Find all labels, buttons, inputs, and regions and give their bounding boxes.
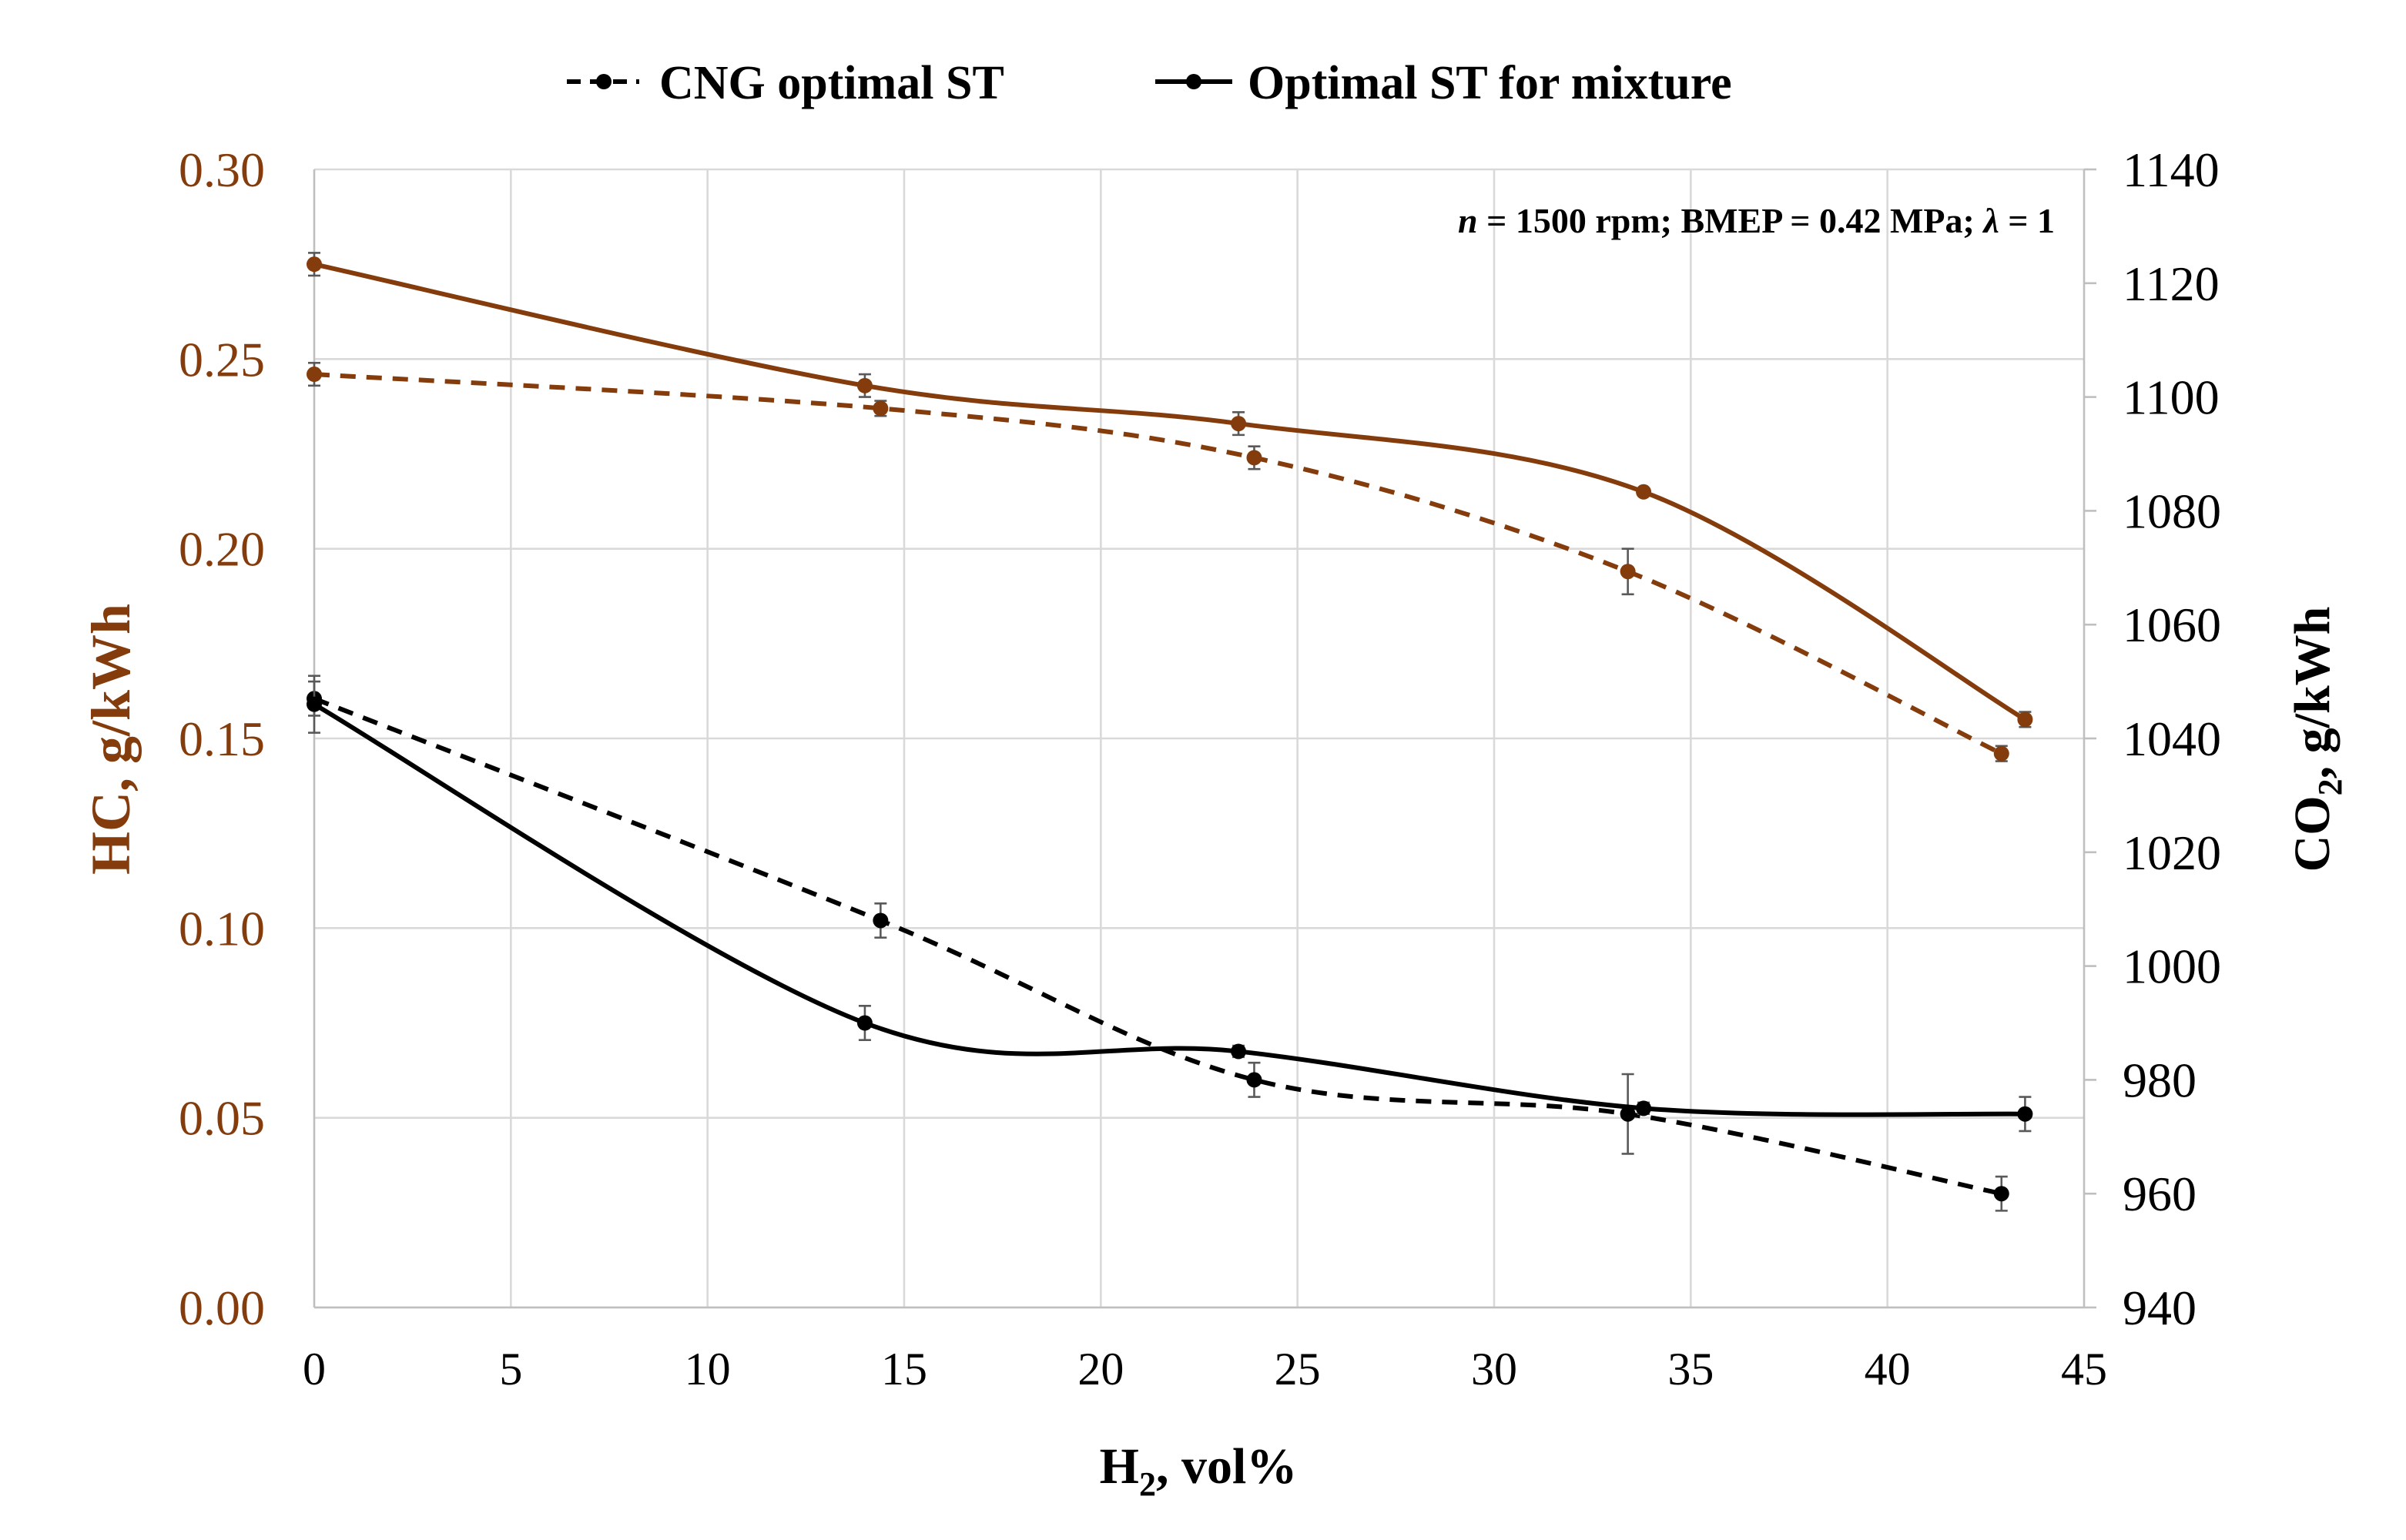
data-point: [856, 377, 873, 393]
series-co2-mixture: [307, 675, 2033, 1133]
y-right-tick-label: 1020: [2123, 825, 2221, 880]
y-right-tick-label: 1140: [2123, 142, 2220, 197]
series-line: [313, 262, 2026, 721]
y-left-tick-label: 0.05: [179, 1091, 265, 1146]
legend-marker: [596, 74, 612, 89]
y-right-tick-label: 1000: [2123, 939, 2221, 994]
data-point: [856, 1015, 873, 1031]
y-left-tick-label: 0.00: [179, 1281, 265, 1335]
y-right-tick-label: 1120: [2123, 256, 2220, 311]
y-right-tick-label: 960: [2123, 1167, 2197, 1221]
data-point: [1620, 564, 1636, 580]
series-hc-mixture: [307, 252, 2033, 728]
data-point: [1620, 1106, 1636, 1122]
data-point: [873, 912, 889, 929]
y-left-tick-label: 0.30: [179, 142, 265, 197]
legend-label: Optimal ST for mixture: [1248, 57, 1732, 109]
data-point: [873, 400, 889, 417]
data-point: [1231, 416, 1247, 432]
conditions-annotation: n = 1500 rpm; BMEP = 0.42 MPa; λ = 1: [1458, 201, 2055, 240]
y-right-tick-label: 1060: [2123, 598, 2221, 652]
x-tick-label: 15: [881, 1344, 927, 1394]
data-point: [1636, 1100, 1652, 1116]
data-point: [307, 696, 322, 712]
data-point: [1246, 1072, 1262, 1088]
series-co2-cng: [307, 680, 2009, 1212]
data-point: [1993, 745, 2009, 762]
x-tick-label: 5: [499, 1344, 522, 1394]
axes: 0 5 10 15 20 25 30 35 40 45 0.00 0.05 0.10 0.15 0.20 0.…: [179, 142, 2221, 1394]
data-point: [307, 256, 322, 273]
series-group: [307, 252, 2033, 1212]
y-left-tick-label: 0.20: [179, 522, 265, 577]
data-point: [307, 367, 322, 383]
y-left-tick-label: 0.10: [179, 901, 265, 956]
y-right-tick-label: 1040: [2123, 711, 2221, 766]
y-left-tick-label: 0.15: [179, 711, 265, 766]
y-right-tick-label: 1100: [2123, 370, 2220, 425]
legend-marker: [1186, 74, 1201, 89]
data-point: [1246, 450, 1262, 466]
grid: [314, 168, 2084, 1309]
legend-item-mixture: Optimal ST for mixture: [1155, 57, 1732, 109]
x-tick-label: 25: [1275, 1344, 1321, 1394]
data-point: [1993, 1186, 2009, 1202]
y-right-tick-label: 980: [2123, 1053, 2197, 1107]
x-tick-label: 30: [1471, 1344, 1517, 1394]
y-axis-right-label: CO2, g/kWh: [2284, 607, 2349, 872]
series-line: [313, 372, 2003, 756]
y-left-tick-label: 0.25: [179, 332, 265, 387]
x-tick-label: 35: [1667, 1344, 1714, 1394]
x-axis-label: H2, vol%: [1100, 1438, 1298, 1503]
x-tick-label: 45: [2061, 1344, 2107, 1394]
data-point: [1636, 484, 1652, 500]
series-line: [313, 696, 2002, 1197]
legend-item-cng: CNG optimal ST: [567, 57, 1004, 109]
x-tick-label: 20: [1077, 1344, 1124, 1394]
y-axis-left-label: HC, g/kWh: [80, 604, 142, 875]
y-right-tick-label: 940: [2123, 1281, 2197, 1335]
data-point: [1231, 1043, 1247, 1060]
x-tick-label: 40: [1865, 1344, 1911, 1394]
data-point: [2017, 711, 2033, 728]
legend: CNG optimal ST Optimal ST for mixture: [567, 57, 1732, 109]
data-point: [2017, 1106, 2033, 1122]
legend-label: CNG optimal ST: [659, 57, 1004, 109]
series-line: [313, 702, 2026, 1117]
x-tick-label: 10: [685, 1344, 731, 1394]
y-right-tick-label: 1080: [2123, 484, 2221, 538]
x-tick-label: 0: [303, 1344, 326, 1394]
series-hc-cng: [307, 361, 2009, 762]
